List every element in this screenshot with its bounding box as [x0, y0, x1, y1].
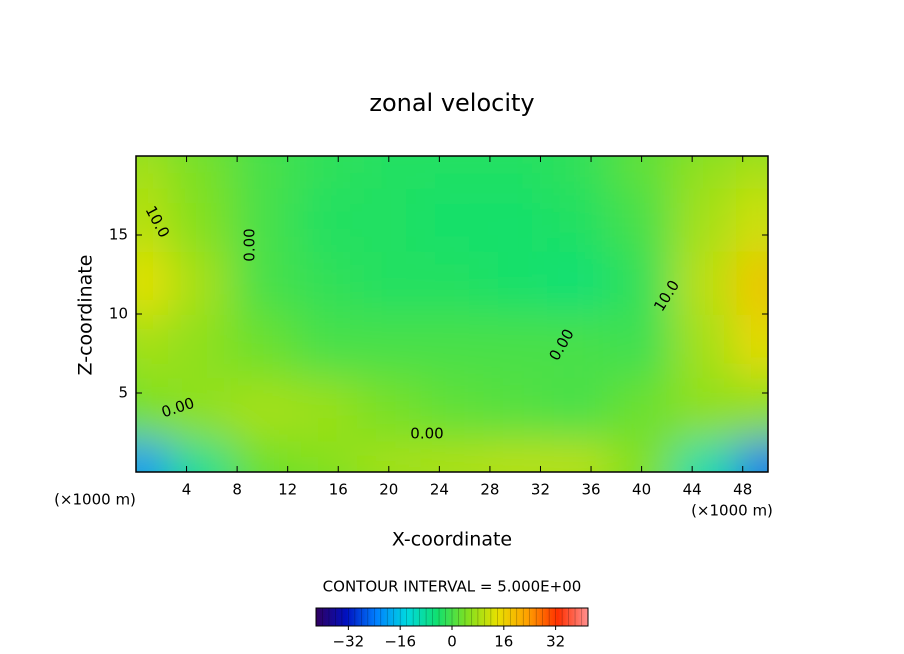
x-tick-label: 12 [278, 481, 297, 499]
field-cell [483, 250, 548, 315]
field-cell [357, 187, 422, 252]
field-cell [167, 250, 232, 315]
field-cell [230, 314, 295, 379]
x-tick-label: 40 [632, 481, 651, 499]
field-cell [610, 314, 675, 379]
field-cell [673, 250, 738, 315]
field-cell [610, 250, 675, 315]
field-cells [136, 156, 768, 472]
field-cell [357, 250, 422, 315]
x-tick-label: 4 [182, 481, 192, 499]
chart-title: zonal velocity [369, 89, 534, 117]
field-cell [294, 156, 359, 189]
field-cell [420, 250, 485, 315]
field-cell [610, 377, 675, 442]
field-cell [546, 156, 611, 189]
field-cell [673, 440, 738, 472]
field-cell [420, 187, 485, 252]
field-cell [136, 156, 169, 189]
field-cell [736, 187, 768, 252]
field-cell [546, 187, 611, 252]
field-cell [357, 440, 422, 472]
y-tick-label: 5 [118, 384, 128, 402]
field-cell [420, 314, 485, 379]
field-cell [546, 314, 611, 379]
field-cell [483, 377, 548, 442]
field-cell [136, 314, 169, 379]
colorbar-tick-label: −32 [333, 633, 365, 651]
field-cell [357, 314, 422, 379]
field-cell [546, 377, 611, 442]
field-cell [673, 314, 738, 379]
colorbar-tick-label: 16 [494, 633, 513, 651]
x-tick-label: 28 [480, 481, 499, 499]
field-cell [420, 156, 485, 189]
field-cell [136, 187, 169, 252]
field-cell [357, 156, 422, 189]
field-cell [230, 250, 295, 315]
field-cell [294, 440, 359, 472]
colorbar-tick-label: 0 [447, 633, 457, 651]
field-cell [673, 377, 738, 442]
field-cell [294, 314, 359, 379]
field-cell [673, 156, 738, 189]
contour-label: 0.00 [241, 228, 259, 261]
field-cell [167, 187, 232, 252]
y-tick-label: 10 [109, 305, 128, 323]
field-cell [673, 187, 738, 252]
field-cell [167, 156, 232, 189]
field-cell [420, 440, 485, 472]
colorbar-tick-label: −16 [384, 633, 416, 651]
field-cell [230, 156, 295, 189]
x-tick-label: 20 [379, 481, 398, 499]
field-cell [294, 250, 359, 315]
field-cell [483, 187, 548, 252]
colorbar-tick-label: 32 [546, 633, 565, 651]
field-cell [136, 440, 169, 472]
x-unit-label: (×1000 m) [54, 491, 136, 509]
field-cell [230, 377, 295, 442]
field-cell [420, 377, 485, 442]
x-tick-label: 36 [581, 481, 600, 499]
field-cell [736, 250, 768, 315]
x-tick-label: 24 [430, 481, 449, 499]
field-cell [136, 377, 169, 442]
x-tick-label: 16 [329, 481, 348, 499]
field-cell [167, 314, 232, 379]
field [136, 156, 768, 472]
field-cell [736, 440, 768, 472]
field-cell [610, 187, 675, 252]
field-cell [136, 250, 169, 315]
field-cell [736, 314, 768, 379]
field-cell [294, 377, 359, 442]
contour-interval: CONTOUR INTERVAL = 5.000E+00 [323, 578, 582, 596]
x-tick-label: 44 [683, 481, 702, 499]
field-cell [483, 440, 548, 472]
field-cell [230, 440, 295, 472]
field-cell [483, 314, 548, 379]
x-tick-label: 8 [232, 481, 242, 499]
field-cell [736, 377, 768, 442]
y-tick-label: 15 [109, 226, 128, 244]
x-tick-label: 32 [531, 481, 550, 499]
field-cell [736, 156, 768, 189]
contour-label: 0.00 [410, 425, 443, 443]
field-cell [357, 377, 422, 442]
field-cell [230, 187, 295, 252]
field-cell [483, 156, 548, 189]
field-cell [294, 187, 359, 252]
field-cell [546, 440, 611, 472]
y-axis-label: Z-coordinate [75, 255, 97, 376]
field-cell [167, 377, 232, 442]
x-unit-label: (×1000 m) [691, 502, 773, 520]
field-cell [546, 250, 611, 315]
x-tick-label: 48 [733, 481, 752, 499]
x-axis-label: X-coordinate [392, 529, 512, 551]
field-cell [167, 440, 232, 472]
